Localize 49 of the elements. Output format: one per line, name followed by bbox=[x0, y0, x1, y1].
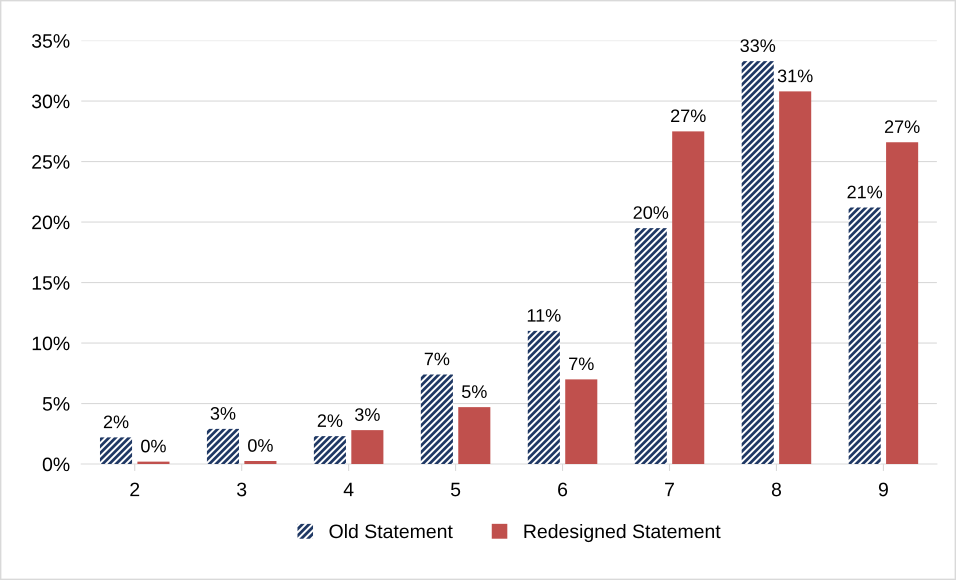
data-label: 3% bbox=[210, 407, 236, 420]
data-label: 27% bbox=[884, 120, 920, 134]
x-tick-label: 4 bbox=[344, 482, 354, 496]
y-tick-label: 5% bbox=[42, 397, 70, 411]
bar bbox=[848, 208, 881, 464]
x-tick-label: 7 bbox=[665, 482, 674, 496]
y-tick-label: 25% bbox=[32, 155, 70, 169]
data-label: 2% bbox=[318, 414, 342, 427]
bar bbox=[886, 142, 918, 464]
legend-label: Old Statement bbox=[330, 524, 453, 538]
bar bbox=[458, 407, 490, 464]
data-label: 0% bbox=[141, 440, 166, 452]
data-label: 33% bbox=[740, 39, 776, 52]
data-label: 11% bbox=[528, 309, 561, 322]
x-tick-label: 5 bbox=[450, 482, 460, 496]
bar bbox=[528, 330, 560, 464]
y-tick-label: 30% bbox=[32, 94, 70, 108]
bar bbox=[779, 91, 812, 464]
y-tick-label: 20% bbox=[32, 216, 70, 230]
y-tick-label: 0% bbox=[42, 457, 70, 472]
data-label: 31% bbox=[778, 70, 813, 82]
x-tick-label: 3 bbox=[237, 482, 246, 496]
data-label: 5% bbox=[462, 385, 487, 398]
legend-label: Redesigned Statement bbox=[524, 524, 721, 542]
data-label: 7% bbox=[424, 352, 450, 366]
bar bbox=[100, 437, 132, 464]
bar bbox=[420, 374, 453, 464]
bar bbox=[742, 61, 774, 464]
bar bbox=[565, 379, 598, 464]
y-tick-label: 10% bbox=[32, 336, 70, 350]
bar bbox=[634, 228, 667, 464]
bar bbox=[672, 131, 704, 464]
data-label: 21% bbox=[848, 186, 882, 198]
data-label: 27% bbox=[671, 109, 706, 122]
data-label: 3% bbox=[355, 408, 380, 422]
y-tick-label: 35% bbox=[32, 34, 70, 48]
x-tick-label: 9 bbox=[878, 482, 888, 496]
bar bbox=[206, 428, 240, 464]
x-tick-label: 8 bbox=[772, 482, 782, 496]
data-label: 20% bbox=[634, 206, 668, 219]
bar bbox=[244, 460, 276, 464]
data-label: 7% bbox=[569, 357, 594, 370]
bar bbox=[351, 430, 384, 464]
data-label: 2% bbox=[104, 415, 128, 428]
x-tick-label: 2 bbox=[130, 482, 140, 496]
data-label: 0% bbox=[248, 439, 273, 452]
y-tick-label: 15% bbox=[32, 276, 70, 290]
x-tick-label: 6 bbox=[558, 482, 568, 496]
bar bbox=[314, 436, 346, 464]
